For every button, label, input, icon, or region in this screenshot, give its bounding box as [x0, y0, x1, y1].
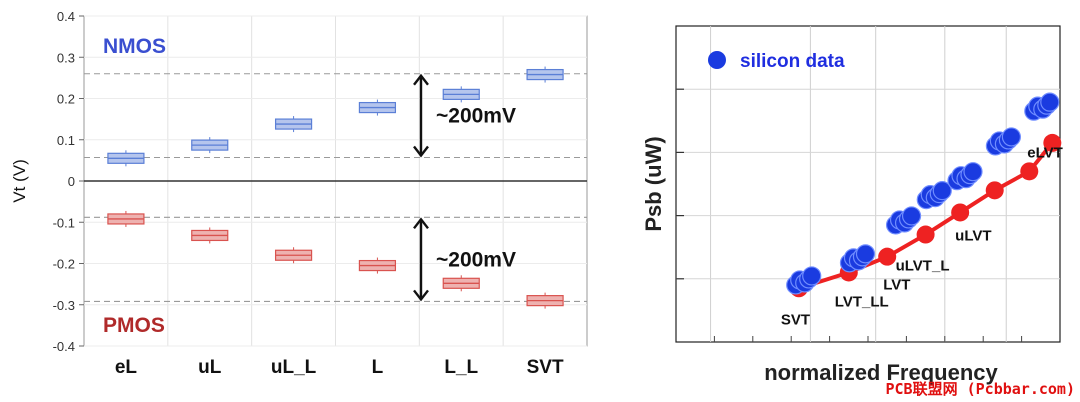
vt-y-tick-label: -0.2	[53, 257, 75, 272]
psb-silicon-point	[1040, 92, 1060, 112]
vt-y-tick-label: 0.4	[57, 9, 75, 24]
vt-y-tick-label: -0.1	[53, 215, 75, 230]
psb-silicon-point	[855, 244, 876, 264]
watermark: PCB联盟网 (Pcbbar.com)	[886, 380, 1076, 398]
psb-fit-point	[916, 225, 935, 244]
psb-x-axis-label: normalized Frequency	[764, 360, 998, 385]
psb-point-label: eLVT	[1027, 144, 1063, 161]
psb-fit-point	[1020, 162, 1039, 181]
psb-fit-point	[985, 181, 1004, 200]
psb-fit-point	[951, 203, 970, 222]
psb-silicon-point	[932, 181, 952, 201]
vt-y-tick-label: -0.3	[53, 298, 75, 313]
legend-marker	[708, 51, 726, 69]
vt-arrow-head-down	[413, 289, 429, 302]
vt-category-label: SVT	[527, 357, 564, 378]
psb-y-axis-label: Psb (uW)	[641, 136, 666, 231]
psb-fit-point	[878, 247, 897, 266]
psb-point-label: uLVT_L	[896, 258, 950, 275]
psb-point-label: uLVT	[955, 227, 991, 244]
psb-point-label: LVT_LL	[835, 293, 889, 310]
vt-y-tick-label: 0.3	[57, 50, 75, 65]
vt-delta-annotation: ~200mV	[436, 248, 516, 271]
psb-silicon-point	[802, 266, 822, 286]
psb-silicon-point	[901, 206, 922, 226]
vt-category-label: L	[372, 357, 384, 378]
vt-arrow-head-up	[413, 217, 429, 230]
vt-arrow-head-up	[413, 73, 429, 86]
psb-silicon-point	[963, 162, 983, 182]
psb-fit-point	[1043, 133, 1062, 152]
vt-chart: 0.4 0.3 0.2 0.1 0 -0.1 -0.2 -0.3 -0.4 eL uL uL_L L L…	[10, 9, 588, 378]
vt-category-label: uL	[198, 357, 222, 378]
nmos-legend-label: NMOS	[103, 35, 166, 58]
psb-legend-label: silicon data	[740, 51, 845, 72]
vt-arrow-head-down	[413, 145, 429, 158]
vt-category-label: L_L	[444, 357, 478, 378]
vt-y-tick-label: 0.1	[57, 133, 75, 148]
vt-category-label: eL	[115, 357, 138, 378]
vt-y-tick-label: 0	[68, 174, 75, 189]
pmos-legend-label: PMOS	[103, 314, 165, 337]
psb-silicon-point	[1001, 127, 1022, 147]
psb-point-label: SVT	[781, 311, 810, 328]
psb-point-label: LVT	[883, 277, 910, 294]
vt-y-tick-label: -0.4	[53, 339, 75, 354]
vt-category-label: uL_L	[271, 357, 317, 378]
vt-y-tick-label: 0.2	[57, 92, 75, 107]
vt-y-axis-label: Vt (V)	[10, 159, 29, 202]
vt-delta-annotation: ~200mV	[436, 105, 516, 128]
